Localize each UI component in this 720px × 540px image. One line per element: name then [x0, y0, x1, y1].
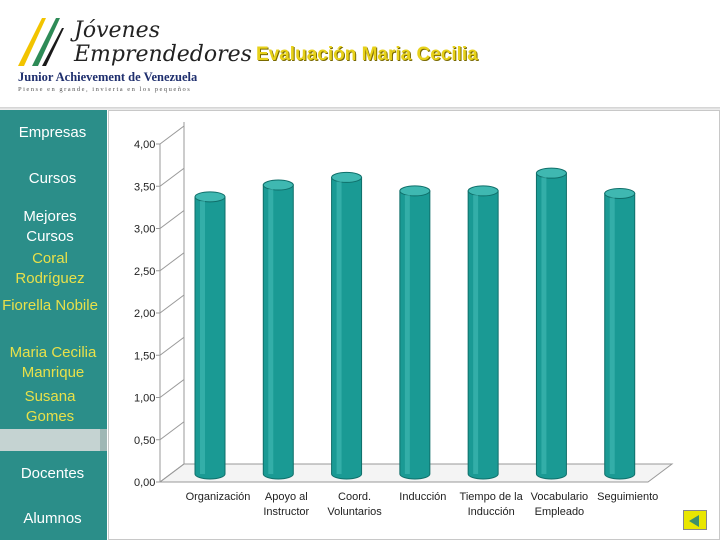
sidebar-item-cursos[interactable]: Cursos [28, 170, 77, 187]
page-title: Evaluación Maria Cecilia [256, 44, 478, 65]
bar-highlight [200, 200, 205, 474]
logo-text-emprendedores: Emprendedores [74, 42, 252, 67]
bar [535, 167, 567, 480]
back-button[interactable] [683, 510, 707, 530]
bar [331, 171, 363, 480]
x-tick-label: Vocabulario [531, 491, 589, 503]
bar-body [331, 176, 363, 480]
bar-highlight [404, 194, 410, 475]
bar [194, 191, 226, 480]
y-tick-diag [159, 210, 185, 229]
bar-cap [535, 167, 567, 179]
header: Jóvenes Emprendedores Junior Achievement… [0, 0, 720, 108]
y-tick-label: 1,00 [134, 393, 155, 405]
bar-cap [604, 187, 636, 199]
sidebar-item-docentes[interactable]: Docentes [20, 465, 85, 482]
bar-body [399, 190, 431, 480]
sidebar-item-fiorella-nobile[interactable]: Fiorella Nobile [2, 297, 98, 314]
sidebar-item-susana-gomes[interactable]: Susana Gomes [24, 388, 76, 425]
logo-mark-icon [18, 18, 64, 66]
bar [467, 185, 499, 480]
bar [604, 187, 636, 480]
y-tick-diag [159, 167, 185, 187]
x-tick-label: Coord. [338, 491, 371, 503]
logo-tagline: Piense en grande, invierta en los pequeñ… [18, 86, 192, 93]
data-label: 3,35 [504, 207, 524, 218]
sidebar-item-mejores-cursos[interactable]: Mejores Cursos [23, 208, 77, 245]
bar-highlight [268, 189, 274, 474]
x-tick-label: Tiempo de la [460, 491, 524, 503]
bar-highlight [541, 177, 547, 474]
y-tick-diag [159, 336, 185, 356]
y-tick-label: 2,00 [134, 308, 155, 320]
y-tick-diag [159, 294, 185, 314]
bar-highlight [609, 197, 615, 474]
bar-body [262, 184, 294, 480]
y-tick-diag [159, 252, 185, 272]
x-tick-label: Instructor [263, 506, 309, 518]
sidebar: Empresas Cursos Mejores Cursos Coral Rod… [0, 110, 107, 540]
x-tick-label: Apoyo al [265, 491, 308, 503]
bar-body [467, 190, 499, 480]
bar-cap [399, 185, 431, 197]
bar [399, 185, 431, 480]
data-label: 3,28 [231, 213, 251, 224]
data-label: 3,56 [573, 189, 593, 200]
y-tick-diag [159, 463, 185, 483]
header-divider [0, 107, 720, 110]
sidebar-item-coral-rodriguez[interactable]: Coral Rodríguez [15, 250, 85, 287]
bar-cap [194, 191, 226, 203]
y-tick-label: 2,50 [134, 266, 155, 278]
data-label: 3,35 [436, 207, 456, 218]
bar [262, 179, 294, 480]
bar-body [194, 196, 226, 480]
logo-text-jovenes: Jóvenes [74, 18, 160, 43]
y-tick-label: 4,00 [134, 139, 155, 151]
bar-highlight [473, 194, 479, 475]
bar-cap [262, 179, 294, 191]
logo[interactable]: Jóvenes Emprendedores Junior Achievement… [12, 16, 252, 98]
x-tick-label: Empleado [535, 506, 585, 518]
bar-highlight [336, 181, 342, 474]
y-tick-diag [159, 379, 185, 398]
x-tick-label: Inducción [468, 506, 515, 518]
x-tick-label: Inducción [399, 491, 446, 503]
bar-cap [331, 171, 363, 183]
y-tick-diag [159, 421, 185, 441]
logo-text-org: Junior Achievement de Venezuela [18, 70, 198, 84]
back-triangle-icon [689, 515, 699, 527]
y-tick-label: 0,50 [134, 435, 155, 447]
data-label: 3,51 [368, 193, 388, 204]
x-tick-label: Organización [186, 491, 251, 503]
sidebar-item-empresas[interactable]: Empresas [18, 124, 87, 141]
sidebar-separator [0, 429, 107, 451]
y-tick-label: 3,50 [134, 181, 155, 193]
x-tick-label: Voluntarios [327, 506, 382, 518]
y-tick-diag [159, 125, 185, 145]
sidebar-item-alumnos[interactable]: Alumnos [23, 510, 82, 527]
bar-cap [467, 185, 499, 197]
y-tick-label: 1,50 [134, 350, 155, 362]
bar-body [535, 172, 567, 480]
y-tick-label: 0,00 [134, 477, 155, 489]
y-tick-label: 3,00 [134, 224, 155, 236]
bar-body [604, 192, 636, 480]
chart-wall [159, 122, 185, 483]
sidebar-item-maria-cecilia-manrique[interactable]: Maria Cecilia Manrique [9, 344, 97, 381]
x-tick-label: Seguimiento [597, 491, 658, 503]
data-label: 3,32 [641, 209, 661, 220]
data-label: 3,42 [300, 201, 320, 212]
